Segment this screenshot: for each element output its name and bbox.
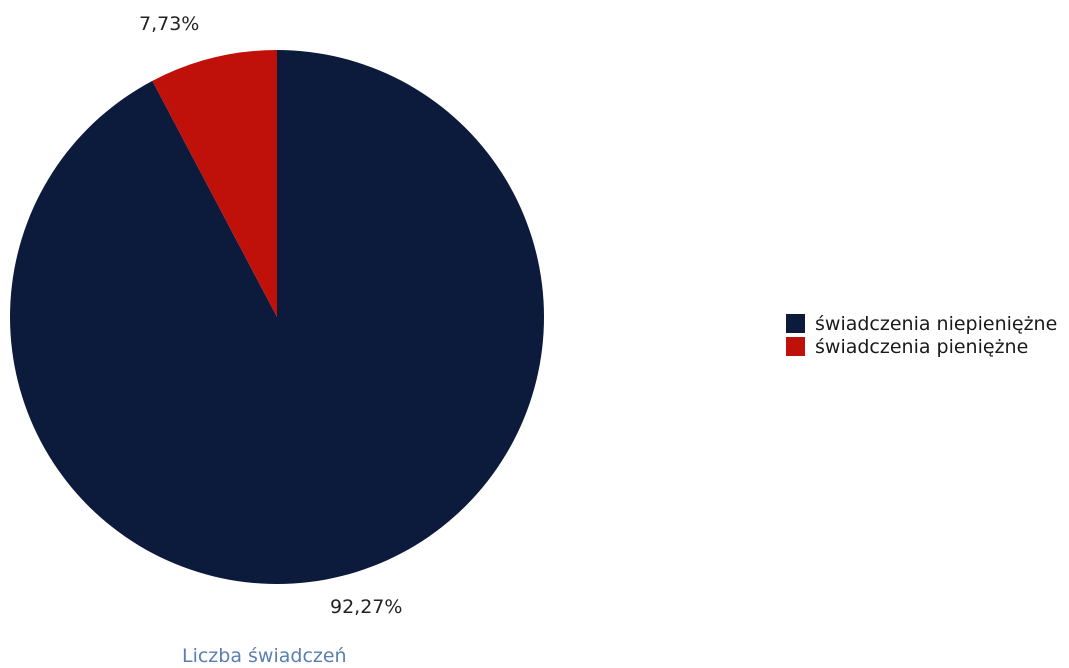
legend-label-cash: świadczenia pieniężne bbox=[815, 335, 1029, 358]
chart-title: Liczba świadczeń bbox=[182, 645, 347, 667]
legend-item-non-cash: świadczenia niepieniężne bbox=[786, 312, 1057, 335]
legend-item-cash: świadczenia pieniężne bbox=[786, 335, 1057, 358]
slice-label-non-cash: 92,27% bbox=[330, 596, 403, 618]
legend-swatch-cash bbox=[786, 337, 805, 356]
pie-slice-cash bbox=[152, 50, 277, 317]
pie-slice-non-cash bbox=[10, 50, 545, 584]
legend-label-non-cash: świadczenia niepieniężne bbox=[815, 312, 1058, 335]
legend-swatch-non-cash bbox=[786, 314, 805, 333]
legend: świadczenia niepieniężne świadczenia pie… bbox=[786, 312, 1057, 358]
slice-label-cash: 7,73% bbox=[139, 13, 200, 35]
